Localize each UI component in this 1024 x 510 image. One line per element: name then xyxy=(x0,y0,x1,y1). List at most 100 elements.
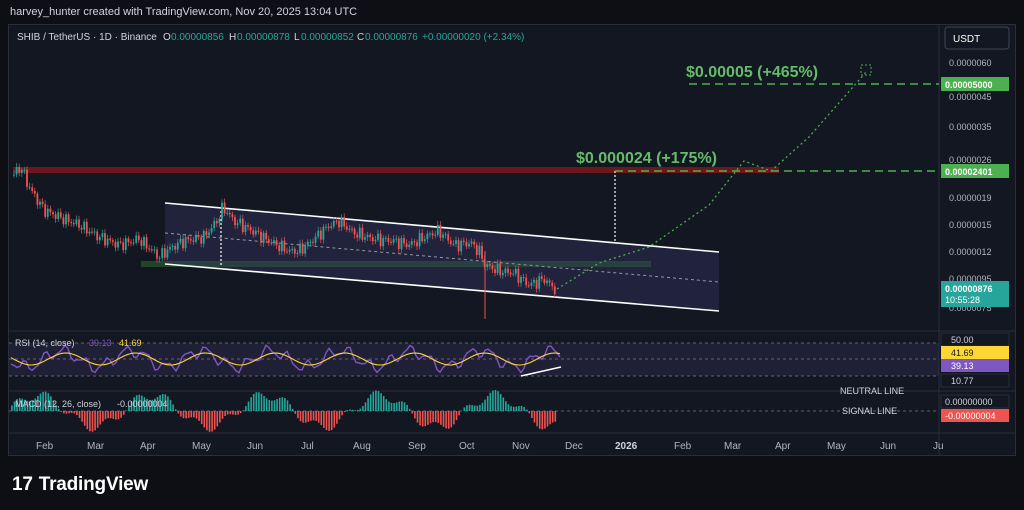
rsi-legend[interactable]: RSI (14, close) 39.13 41.69 xyxy=(15,338,142,348)
macd-bar xyxy=(81,411,83,422)
macd-bar xyxy=(411,411,414,414)
macd-bar xyxy=(135,395,138,411)
macd-bar xyxy=(115,411,117,420)
macd-bar xyxy=(377,391,380,411)
rsi-label: RSI (14, close) xyxy=(15,338,75,348)
ohlc-o-label: O xyxy=(163,32,171,43)
ohlc-c-value: 0.00000876 xyxy=(365,32,418,43)
macd-bar xyxy=(437,411,440,423)
price-tag-current: 0.00000876 10:55:28 xyxy=(941,281,1009,307)
macd-bar xyxy=(440,411,442,425)
macd-bar xyxy=(510,406,512,411)
candlestick-series[interactable] xyxy=(13,163,556,319)
candle-body xyxy=(223,202,226,214)
macd-bar xyxy=(466,405,468,411)
macd-bar xyxy=(463,407,466,411)
candle-body xyxy=(23,169,26,171)
candle-body xyxy=(400,238,403,250)
macd-bar xyxy=(388,401,390,411)
macd-bar xyxy=(89,411,91,432)
macd-bar xyxy=(76,411,78,416)
macd-bar xyxy=(31,400,34,411)
rsi-band xyxy=(9,343,939,376)
candle-body xyxy=(215,220,218,224)
macd-bar xyxy=(455,411,458,421)
resistance-zone[interactable] xyxy=(13,167,779,173)
macd-bar xyxy=(473,405,476,411)
time-tick: Dec xyxy=(565,441,583,452)
macd-bar xyxy=(512,406,515,411)
tradingview-logo[interactable]: 17 TradingView xyxy=(12,474,148,496)
macd-bar xyxy=(481,402,484,411)
macd-bar xyxy=(468,404,471,411)
candle-body xyxy=(418,232,421,247)
candle-body xyxy=(88,231,91,234)
price-tick: 0.0000012 xyxy=(949,247,992,257)
candle-body xyxy=(46,208,49,217)
candle-body xyxy=(213,220,216,229)
candle-body xyxy=(296,253,299,255)
channel-upper-line[interactable] xyxy=(164,202,720,253)
macd-bar xyxy=(341,411,343,416)
macd-bar xyxy=(247,401,250,411)
macd-bar xyxy=(351,409,354,411)
macd-bar xyxy=(268,400,271,411)
symbol-name[interactable]: SHIB / TetherUS · 1D · Binance xyxy=(17,32,157,43)
candle-body xyxy=(507,268,509,273)
candle-body xyxy=(275,240,278,246)
rsi-axis: 50.00 41.69 39.13 10.77 xyxy=(940,332,1010,388)
macd-bar xyxy=(445,411,447,429)
candle-body xyxy=(65,214,67,225)
candle-body xyxy=(197,235,200,238)
candle-body xyxy=(319,230,322,240)
symbol-legend[interactable]: SHIB / TetherUS · 1D · Binance O 0.00000… xyxy=(17,32,524,43)
chart-panel[interactable]: SHIB / TetherUS · 1D · Binance O 0.00000… xyxy=(8,24,1016,456)
macd-bar xyxy=(117,411,120,420)
currency-button-label[interactable]: USDT xyxy=(953,34,980,45)
chart-canvas[interactable]: SHIB / TetherUS · 1D · Binance O 0.00000… xyxy=(9,25,1015,455)
macd-bar xyxy=(120,411,122,418)
macd-bar xyxy=(315,411,317,421)
candle-body xyxy=(488,264,491,266)
macd-bar xyxy=(484,399,486,411)
candle-body xyxy=(111,240,114,242)
macd-bar xyxy=(307,411,310,422)
candle-body xyxy=(364,237,366,240)
currency-button[interactable]: USDT xyxy=(944,26,1010,50)
candle-body xyxy=(49,208,52,213)
macd-legend[interactable]: MACD (12, 26, close) -0.00000004 xyxy=(15,399,168,409)
candle-body xyxy=(486,264,489,268)
candle-body xyxy=(525,277,528,286)
candle-body xyxy=(236,223,239,226)
macd-bar xyxy=(107,411,109,419)
macd-bar xyxy=(538,411,541,429)
candle-body xyxy=(33,190,36,194)
candle-body xyxy=(169,246,171,250)
macd-bar xyxy=(419,411,421,426)
rsi-trendline[interactable] xyxy=(520,366,562,377)
candle-body xyxy=(293,248,296,254)
macd-bar xyxy=(237,411,239,415)
candle-body xyxy=(163,248,166,258)
candle-body xyxy=(101,233,104,237)
candle-body xyxy=(127,238,130,243)
rsi-tag-value: 39.13 xyxy=(951,361,974,371)
candle-body xyxy=(494,269,496,274)
support-zone[interactable] xyxy=(141,261,651,267)
channel-lower-line[interactable] xyxy=(164,263,720,312)
macd-bar xyxy=(164,394,167,411)
price-axis[interactable]: 0.0000060 0.0000045 0.0000035 0.0000026 … xyxy=(949,58,992,313)
candle-body xyxy=(481,245,483,259)
rsi-ma-line xyxy=(10,352,561,366)
price-tag-target-mid-label: 0.00002401 xyxy=(945,167,993,177)
candle-body xyxy=(509,272,512,275)
time-tick: Ju xyxy=(933,441,944,452)
time-axis[interactable]: Feb Mar Apr May Jun Jul Aug Sep Oct Nov … xyxy=(36,441,944,452)
ohlc-l-label: L xyxy=(294,32,300,43)
ohlc-c-label: C xyxy=(357,32,364,43)
candle-body xyxy=(436,224,439,235)
macd-bar xyxy=(203,411,206,428)
candle-body xyxy=(67,214,70,223)
candle-body xyxy=(52,212,54,215)
macd-bar xyxy=(29,401,31,411)
